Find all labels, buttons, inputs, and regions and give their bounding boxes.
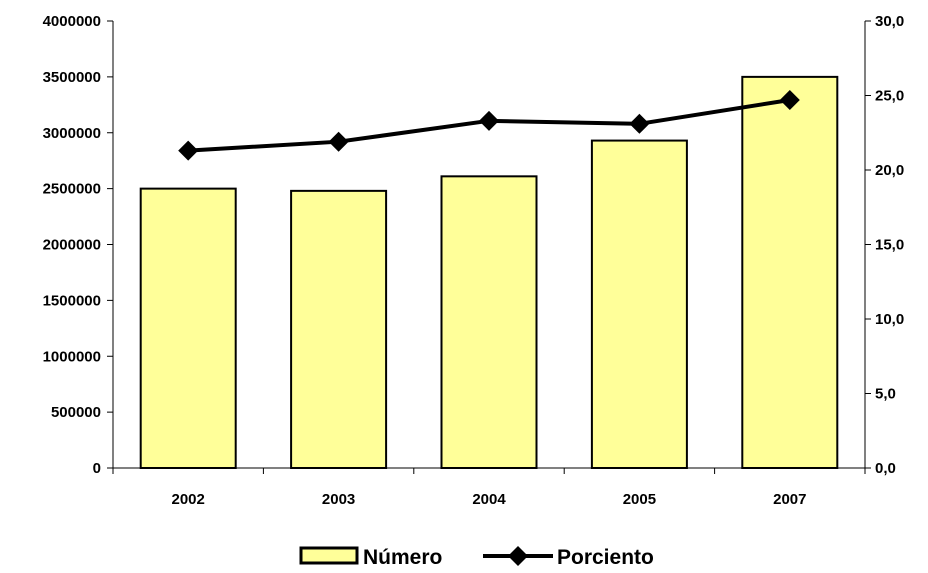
left-axis-tick-label: 0	[93, 460, 101, 477]
bar-series	[139, 75, 839, 470]
line-marker	[779, 89, 800, 110]
bar	[590, 139, 688, 469]
bar	[290, 189, 388, 470]
line-marker	[328, 131, 349, 152]
right-y-axis: 0,0 5,0 10,0 15,0 20,0 25,0 30,0	[864, 13, 904, 477]
legend-label-porciento: Porciento	[557, 546, 654, 569]
x-axis: 2002 2003 2004 2005 2007	[112, 467, 866, 508]
right-axis-tick-label: 5,0	[875, 386, 896, 403]
right-axis-tick-label: 25,0	[875, 88, 904, 105]
x-axis-tick-label: 2005	[623, 491, 656, 508]
bar	[440, 175, 538, 470]
left-axis-tick-label: 1500000	[43, 292, 101, 309]
right-axis-tick-label: 0,0	[875, 460, 896, 477]
x-axis-tick-label: 2004	[472, 491, 506, 508]
x-axis-tick-label: 2003	[322, 491, 355, 508]
x-axis-tick-label: 2002	[172, 491, 205, 508]
line-marker	[479, 110, 499, 131]
right-axis-tick-label: 10,0	[875, 311, 904, 328]
left-axis-tick-label: 3500000	[43, 69, 101, 86]
left-y-axis: 0 500000 1000000 1500000 2000000 2500000 30000…	[43, 13, 114, 477]
right-axis-tick-label: 20,0	[875, 162, 904, 179]
left-axis-tick-label: 4000000	[43, 13, 101, 30]
legend-label-numero: Número	[363, 546, 442, 569]
left-axis-tick-label: 2500000	[43, 181, 101, 198]
x-axis-tick-label: 2007	[773, 491, 806, 508]
left-axis-tick-label: 3000000	[43, 125, 101, 142]
right-axis-tick-label: 30,0	[875, 13, 904, 30]
left-axis-tick-label: 1000000	[43, 348, 101, 365]
legend: Número Porciento	[299, 546, 654, 569]
bar	[139, 187, 237, 469]
left-axis-tick-label: 500000	[51, 404, 101, 421]
legend-swatch-numero	[299, 546, 359, 565]
left-axis-tick-label: 2000000	[43, 237, 101, 254]
line-marker	[178, 140, 199, 161]
right-axis-tick-label: 15,0	[875, 237, 904, 254]
line-series	[178, 89, 800, 161]
line-marker	[629, 113, 650, 134]
bar	[741, 75, 839, 469]
legend-marker-porciento	[508, 546, 528, 566]
